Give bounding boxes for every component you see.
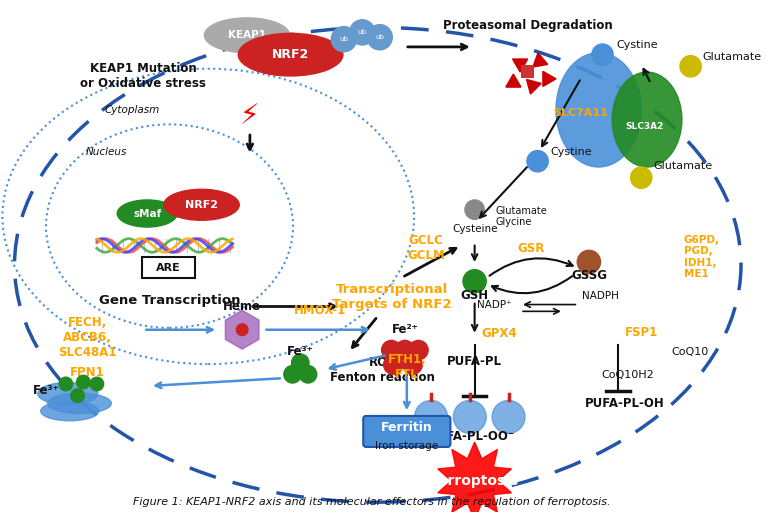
Text: GSH: GSH <box>461 289 488 302</box>
Text: PUFA-PL-OH: PUFA-PL-OH <box>585 397 664 410</box>
Ellipse shape <box>41 401 99 421</box>
Text: Heme: Heme <box>223 301 261 314</box>
Text: Ferroptosis: Ferroptosis <box>430 474 519 488</box>
Text: GPX4: GPX4 <box>481 328 517 341</box>
Text: Fe³⁺: Fe³⁺ <box>33 384 60 397</box>
FancyBboxPatch shape <box>521 66 534 78</box>
Text: Glutamate: Glutamate <box>702 51 761 61</box>
Circle shape <box>331 27 356 52</box>
Circle shape <box>415 400 448 433</box>
Text: NADPH: NADPH <box>582 291 619 301</box>
Text: FECH,
ABCB6,
SLC48A1: FECH, ABCB6, SLC48A1 <box>58 316 117 359</box>
Circle shape <box>527 151 548 172</box>
Text: Glutamate: Glutamate <box>654 161 713 171</box>
Ellipse shape <box>612 72 682 167</box>
Circle shape <box>71 389 84 402</box>
Circle shape <box>465 200 485 219</box>
Ellipse shape <box>204 18 290 53</box>
Text: sMaf: sMaf <box>133 209 161 218</box>
Circle shape <box>284 366 301 383</box>
FancyBboxPatch shape <box>142 257 195 278</box>
Text: GCLC
GCLM: GCLC GCLM <box>407 235 445 263</box>
Text: Gene Transcription: Gene Transcription <box>99 294 240 307</box>
Text: FTH1,
FTL: FTH1, FTL <box>387 353 426 381</box>
Text: Fe²⁺: Fe²⁺ <box>392 322 419 335</box>
Text: Ferritin: Ferritin <box>381 421 432 434</box>
Text: Proteasomal Degradation: Proteasomal Degradation <box>443 19 613 32</box>
Ellipse shape <box>238 33 343 76</box>
Text: NADP⁺: NADP⁺ <box>477 301 511 310</box>
Text: Iron storage: Iron storage <box>376 441 439 451</box>
Text: HMOX-1: HMOX-1 <box>293 304 346 317</box>
Text: GSSG: GSSG <box>571 269 607 282</box>
Circle shape <box>237 324 248 335</box>
Polygon shape <box>438 442 511 519</box>
Text: ROS
Fenton reaction: ROS Fenton reaction <box>330 356 435 384</box>
Text: Cysteine: Cysteine <box>452 224 498 234</box>
Circle shape <box>592 44 613 66</box>
Text: ARE: ARE <box>156 263 181 273</box>
Ellipse shape <box>164 189 240 220</box>
Text: GSR: GSR <box>517 242 545 255</box>
Circle shape <box>680 56 701 77</box>
Text: Glutamate
Glycine: Glutamate Glycine <box>496 205 548 227</box>
FancyBboxPatch shape <box>363 416 450 447</box>
Text: PUFA-PL-OO⁻: PUFA-PL-OO⁻ <box>429 430 515 443</box>
Text: NRF2: NRF2 <box>272 48 310 61</box>
Circle shape <box>409 341 428 360</box>
Circle shape <box>90 377 104 391</box>
Circle shape <box>349 20 375 45</box>
Circle shape <box>77 375 90 389</box>
Ellipse shape <box>38 383 98 405</box>
Circle shape <box>463 270 486 293</box>
Circle shape <box>403 355 422 374</box>
Circle shape <box>453 400 486 433</box>
Text: CoQ10: CoQ10 <box>671 347 708 357</box>
Circle shape <box>367 24 392 50</box>
Text: SLC7A11: SLC7A11 <box>554 108 609 118</box>
Text: NRF2: NRF2 <box>185 200 218 210</box>
Text: KEAP1: KEAP1 <box>228 30 266 40</box>
Text: PUFA-PL: PUFA-PL <box>447 355 502 368</box>
Circle shape <box>578 250 601 274</box>
Text: CoQ10H2: CoQ10H2 <box>601 370 654 380</box>
Ellipse shape <box>556 53 641 167</box>
Circle shape <box>492 400 525 433</box>
Text: Fe³⁺: Fe³⁺ <box>287 345 313 358</box>
Text: FSP1: FSP1 <box>624 326 658 339</box>
Circle shape <box>59 377 73 391</box>
Text: ⚡: ⚡ <box>240 102 260 131</box>
Text: Figure 1: KEAP1-NRF2 axis and its molecular effectors in the regulation of ferro: Figure 1: KEAP1-NRF2 axis and its molecu… <box>133 497 611 507</box>
Circle shape <box>396 341 415 360</box>
Text: FPN1: FPN1 <box>70 366 104 379</box>
Text: ub: ub <box>339 36 349 42</box>
Text: KEAP1 Mutation
or Oxidative stress: KEAP1 Mutation or Oxidative stress <box>81 62 207 90</box>
Ellipse shape <box>48 393 111 413</box>
Text: Cystine: Cystine <box>616 40 657 50</box>
Text: ub: ub <box>376 34 384 40</box>
Circle shape <box>383 355 403 374</box>
Text: Transcriptional
Targets of NRF2: Transcriptional Targets of NRF2 <box>333 283 452 311</box>
Circle shape <box>382 341 401 360</box>
Text: Cytoplasm: Cytoplasm <box>104 105 160 115</box>
Text: SLC3A2: SLC3A2 <box>625 122 664 131</box>
Text: Cystine: Cystine <box>550 147 592 157</box>
Circle shape <box>300 366 316 383</box>
Text: Nucleus: Nucleus <box>85 147 127 158</box>
Text: G6PD,
PGD,
IDH1,
ME1: G6PD, PGD, IDH1, ME1 <box>684 235 720 279</box>
Circle shape <box>292 354 309 371</box>
Circle shape <box>631 167 652 188</box>
Ellipse shape <box>118 200 177 227</box>
Text: ub: ub <box>358 29 366 35</box>
